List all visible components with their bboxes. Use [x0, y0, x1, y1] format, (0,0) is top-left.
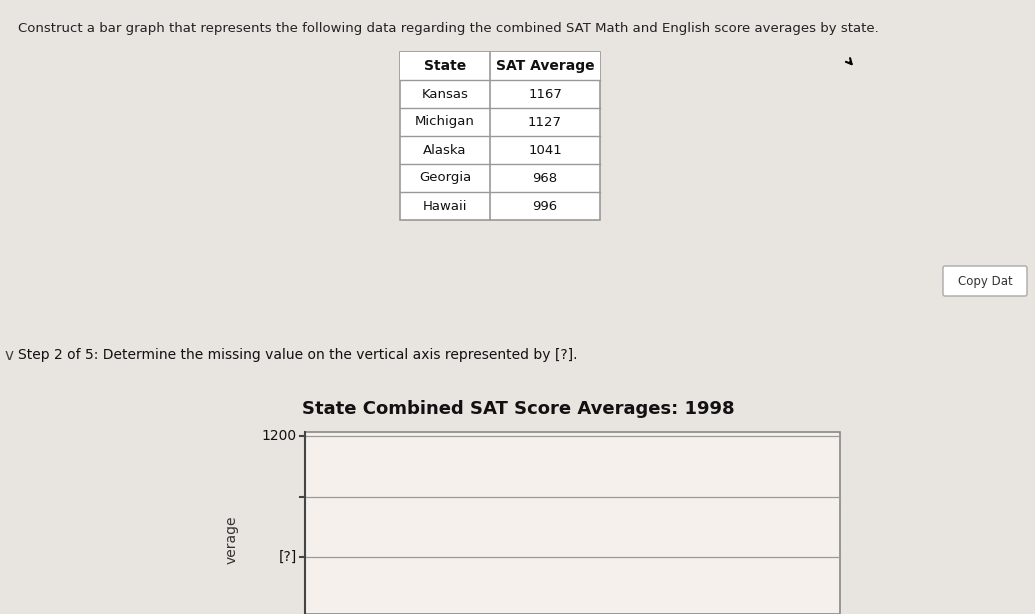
FancyBboxPatch shape: [943, 266, 1027, 296]
Text: Michigan: Michigan: [415, 115, 475, 128]
Text: Hawaii: Hawaii: [422, 200, 467, 212]
Bar: [305, 432, 840, 614]
Text: Alaska: Alaska: [423, 144, 467, 157]
Text: Step 2 of 5: Determine the missing value on the vertical axis represented by [?]: Step 2 of 5: Determine the missing value…: [18, 348, 578, 362]
Text: Copy Dat: Copy Dat: [957, 274, 1012, 287]
Text: 968: 968: [532, 171, 558, 184]
Text: State Combined SAT Score Averages: 1998: State Combined SAT Score Averages: 1998: [301, 400, 734, 418]
Text: 1127: 1127: [528, 115, 562, 128]
Text: 1167: 1167: [528, 88, 562, 101]
Text: Georgia: Georgia: [419, 171, 471, 184]
Text: [?]: [?]: [278, 550, 297, 564]
Text: SAT Average: SAT Average: [496, 59, 594, 73]
Text: State: State: [424, 59, 466, 73]
Text: 1200: 1200: [262, 429, 297, 443]
Text: Construct a bar graph that represents the following data regarding the combined : Construct a bar graph that represents th…: [18, 22, 879, 35]
Bar: [400, 52, 600, 220]
Text: v: v: [5, 348, 14, 362]
Bar: [400, 52, 600, 80]
Text: Kansas: Kansas: [421, 88, 469, 101]
Text: 996: 996: [532, 200, 558, 212]
Text: verage: verage: [225, 516, 239, 564]
Text: 1041: 1041: [528, 144, 562, 157]
